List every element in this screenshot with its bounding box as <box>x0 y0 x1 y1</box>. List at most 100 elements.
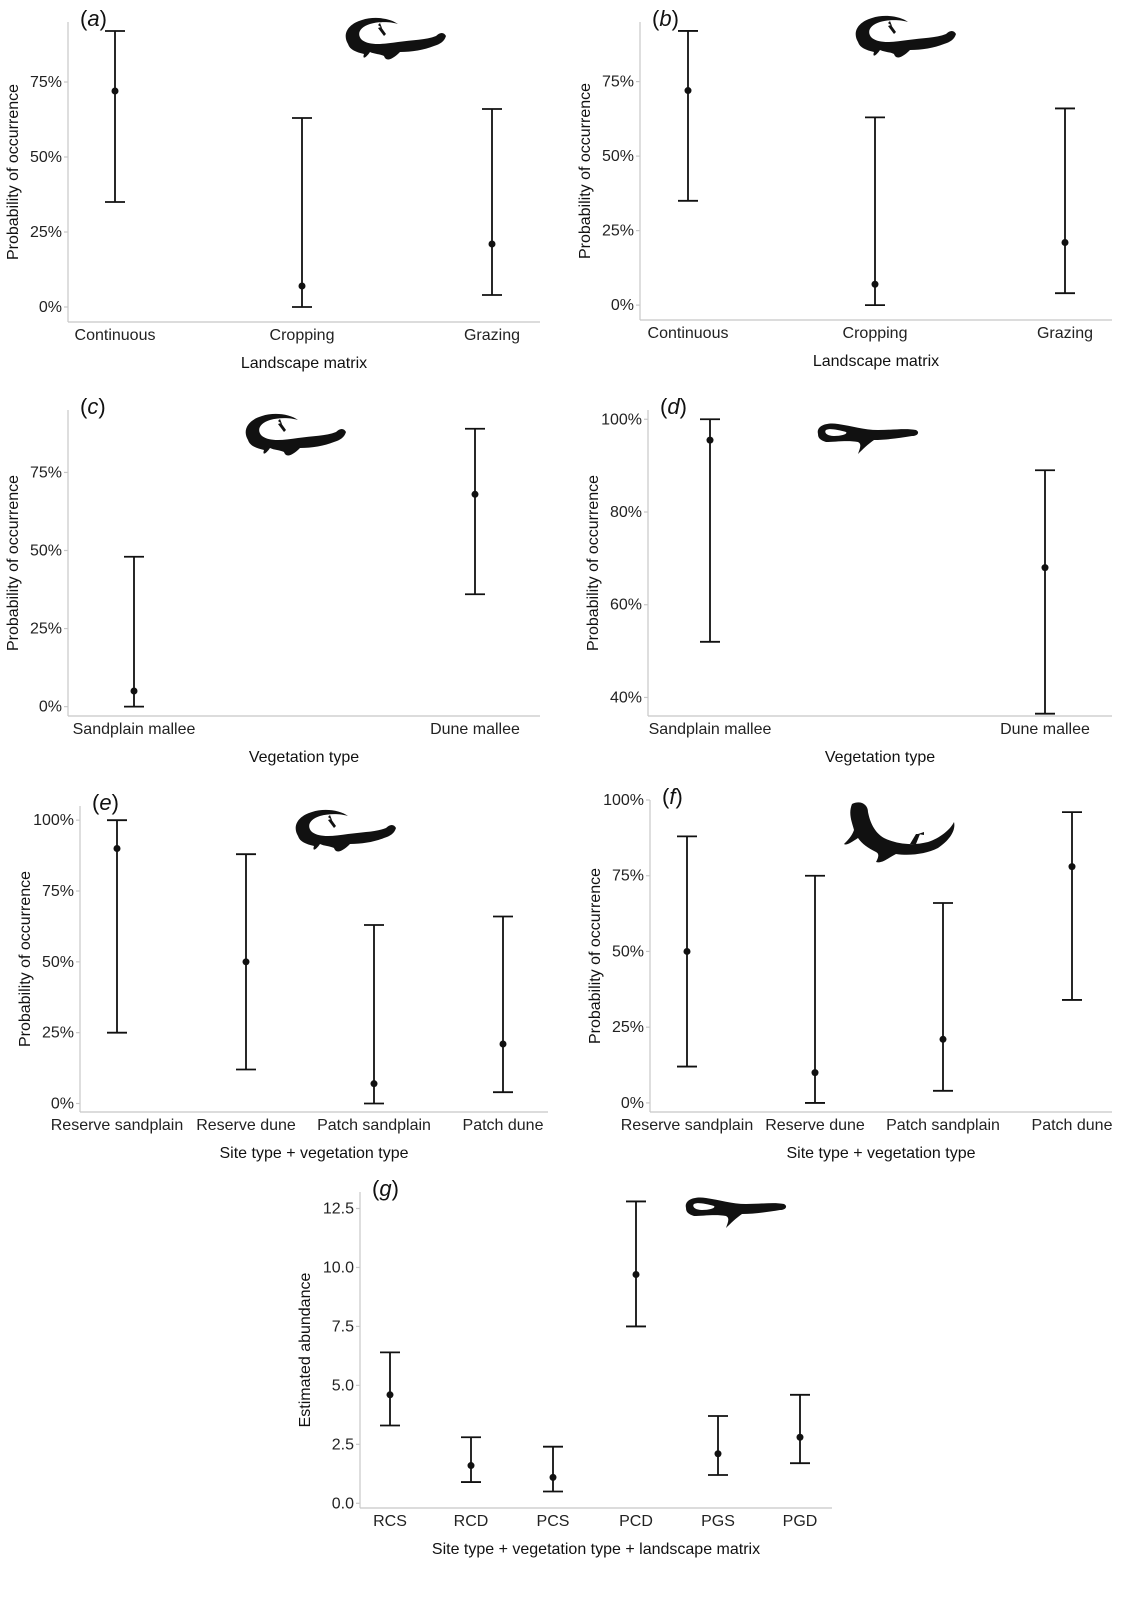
error-bar <box>543 1445 563 1493</box>
gecko-icon <box>844 802 955 863</box>
x-tick-label: Cropping <box>843 325 908 342</box>
estimate-point <box>796 1433 804 1441</box>
legless-lizard-icon <box>817 423 919 454</box>
estimate-point <box>706 436 714 444</box>
error-bar <box>933 902 953 1092</box>
estimate-point <box>1068 863 1076 871</box>
error-bar <box>364 924 384 1105</box>
panel-a: 0% 25% 50% 75% Continuous Cropping Grazing Land… <box>5 6 540 372</box>
panel-label: (e) <box>92 790 119 815</box>
error-bar <box>124 555 144 708</box>
x-tick-label: Grazing <box>464 327 520 344</box>
error-bar <box>805 874 825 1104</box>
panel-label: (c) <box>80 394 106 419</box>
y-tick-label: 50% <box>602 148 634 165</box>
y-tick-label: 100% <box>601 411 642 428</box>
lizard-icon <box>245 413 346 456</box>
error-bar <box>1062 811 1082 1001</box>
x-tick-label: Reserve dune <box>196 1117 296 1134</box>
panel-c: 0% 25% 50% 75% Sandplain mallee Dune mallee Ve… <box>5 394 540 766</box>
estimate-point <box>386 1391 394 1399</box>
estimate-point <box>811 1069 819 1077</box>
y-tick-label: 50% <box>612 943 644 960</box>
error-bar <box>105 30 125 203</box>
x-axis-label: Landscape matrix <box>813 353 939 370</box>
x-tick-label: Cropping <box>270 327 335 344</box>
lizard-icon <box>855 15 956 58</box>
y-tick-label: 25% <box>30 621 62 638</box>
estimate-point <box>370 1080 378 1088</box>
panel-f: 0% 25% 50% 75% 100% Reserve sandplain Reserve … <box>587 784 1113 1162</box>
y-axis-label: Probability of occurrence <box>5 475 22 651</box>
error-bar <box>461 1436 481 1483</box>
error-bar <box>1055 107 1075 295</box>
x-tick-label: Sandplain mallee <box>73 721 196 738</box>
y-tick-label: 75% <box>602 74 634 91</box>
y-tick-label: 0.0 <box>332 1495 354 1512</box>
y-axis-label: Probability of occurrence <box>17 871 34 1047</box>
x-axis-label: Vegetation type <box>825 749 935 766</box>
x-tick-label: PGS <box>701 1513 735 1530</box>
y-tick-label: 0% <box>39 299 62 316</box>
panel-g: 0.0 2.5 5.0 7.5 10.0 12.5 RCS RCD PCS PCD PGS PGD Si… <box>297 1176 832 1558</box>
error-bar <box>380 1351 400 1427</box>
y-tick-label: 40% <box>610 689 642 706</box>
y-tick-label: 60% <box>610 597 642 614</box>
estimate-point <box>242 958 250 966</box>
panel-e: 0% 25% 50% 75% 100% Reserve sandplain Reserve … <box>17 790 548 1162</box>
lizard-icon <box>295 809 396 852</box>
y-tick-label: 75% <box>30 464 62 481</box>
panel-d: 40% 60% 80% 100% Sandplain mallee Dune mallee… <box>585 394 1112 766</box>
y-tick-label: 100% <box>33 812 74 829</box>
y-tick-label: 100% <box>603 792 644 809</box>
error-bar <box>678 30 698 202</box>
estimate-point <box>714 1450 722 1458</box>
y-tick-label: 0% <box>51 1096 74 1113</box>
estimate-point <box>1041 564 1049 572</box>
error-bar <box>292 117 312 308</box>
y-axis-label: Probability of occurrence <box>5 84 22 260</box>
x-tick-label: Continuous <box>75 327 156 344</box>
y-axis-label: Probability of occurrence <box>577 83 594 259</box>
panel-label: (b) <box>652 6 679 31</box>
x-tick-label: Patch sandplain <box>317 1117 431 1134</box>
error-bar <box>107 819 127 1034</box>
y-tick-label: 50% <box>42 954 74 971</box>
y-tick-label: 80% <box>610 504 642 521</box>
y-tick-label: 25% <box>30 224 62 241</box>
error-bar <box>1035 469 1055 715</box>
y-tick-label: 50% <box>30 149 62 166</box>
panel-label: (f) <box>662 784 683 809</box>
estimate-point <box>632 1271 640 1279</box>
y-tick-label: 75% <box>612 868 644 885</box>
error-bar <box>677 835 697 1068</box>
error-bar <box>865 116 885 307</box>
error-bar <box>482 108 502 296</box>
x-tick-label: Continuous <box>648 325 729 342</box>
estimate-point <box>871 280 879 288</box>
y-tick-label: 75% <box>30 74 62 91</box>
x-tick-label: Patch dune <box>1032 1117 1113 1134</box>
error-bar <box>790 1393 810 1465</box>
estimate-point <box>113 845 121 852</box>
estimate-point <box>471 490 479 498</box>
y-tick-label: 12.5 <box>323 1201 354 1218</box>
estimate-point <box>1061 239 1069 247</box>
error-bar <box>236 853 256 1071</box>
x-tick-label: Reserve sandplain <box>51 1117 184 1134</box>
estimate-point <box>298 282 306 290</box>
y-tick-label: 5.0 <box>332 1377 354 1394</box>
error-bar <box>626 1200 646 1328</box>
y-tick-label: 10.0 <box>323 1259 354 1276</box>
y-axis-label: Estimated abundance <box>297 1273 314 1428</box>
error-bar <box>708 1415 728 1476</box>
x-axis-label: Vegetation type <box>249 749 359 766</box>
x-tick-label: Patch sandplain <box>886 1117 1000 1134</box>
y-tick-label: 25% <box>602 223 634 240</box>
panel-label: (g) <box>372 1176 399 1201</box>
x-tick-label: Grazing <box>1037 325 1093 342</box>
legless-lizard-icon <box>685 1197 787 1228</box>
x-axis-label: Site type + vegetation type <box>219 1145 408 1162</box>
x-tick-label: RCS <box>373 1513 407 1530</box>
